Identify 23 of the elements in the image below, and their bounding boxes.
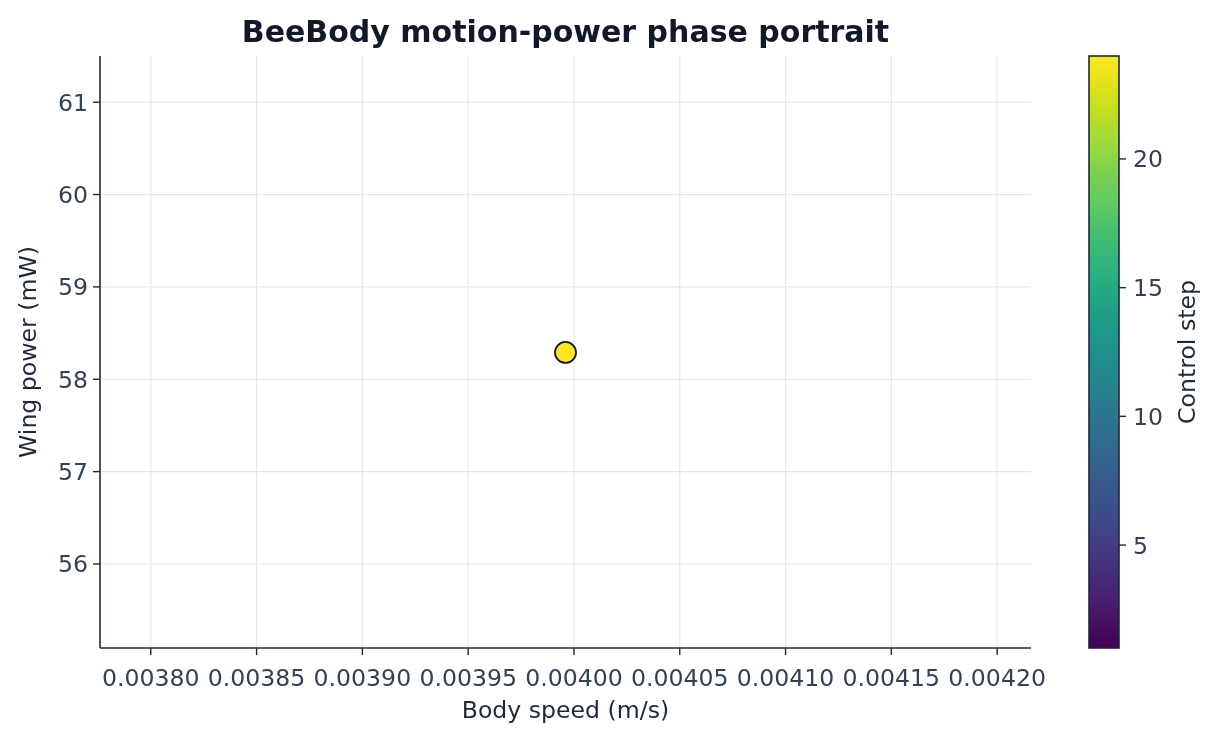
y-tick-label: 57	[57, 458, 88, 487]
x-tick-label: 0.00385	[207, 664, 306, 692]
y-tick-label: 58	[57, 365, 88, 394]
x-tick-label: 0.00405	[630, 664, 729, 692]
y-tick-label: 61	[57, 88, 88, 117]
x-tick-label: 0.00400	[525, 664, 623, 692]
x-tick-label: 0.00380	[101, 664, 200, 692]
x-tick-label: 0.00395	[419, 664, 517, 692]
color-bar-label: 20	[1133, 145, 1164, 174]
y-tick-label: 56	[57, 550, 88, 579]
y-tick-label: 60	[57, 181, 88, 210]
color-bar-label: 10	[1133, 402, 1164, 431]
chart-title: BeeBody motion-power phase portrait	[241, 14, 890, 49]
x-tick-label: 0.00390	[313, 664, 412, 692]
x-tick-label: 0.00420	[948, 664, 1046, 692]
x-tick-label: 0.00415	[842, 664, 941, 692]
y-axis-title: Wing power (mW)	[14, 246, 42, 458]
x-tick-label: 0.00410	[736, 664, 835, 692]
color-bar-title: Control step	[1173, 280, 1201, 424]
color-bar-label: 5	[1133, 531, 1149, 560]
color-bar-label: 15	[1133, 274, 1164, 303]
x-axis-title: Body speed (m/s)	[461, 696, 670, 724]
y-tick-label: 59	[57, 273, 88, 302]
